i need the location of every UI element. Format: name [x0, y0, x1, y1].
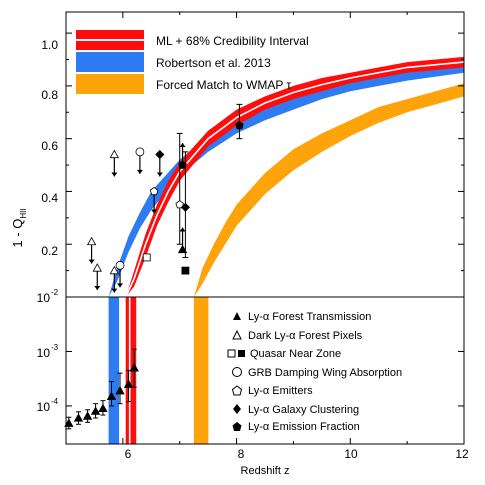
axis-ticks: [65, 12, 465, 444]
marker-triangle-filled: [129, 363, 139, 372]
marker-pentagon-open: [149, 186, 159, 196]
y-tick-label-log: 10: [37, 291, 51, 305]
legend-label-ml: ML + 68% Credibility Interval: [156, 34, 309, 48]
limit-arrowhead: [111, 172, 118, 177]
legend-marker-circle-open: [232, 367, 242, 377]
legend-marker-triangle-open: [232, 329, 242, 340]
band-robertson: [108, 64, 464, 297]
limit-arrowhead: [136, 169, 143, 174]
legend-swatch-robertson: [76, 52, 144, 72]
marker-square-filled: [181, 266, 190, 275]
legend-marker-pentagon-filled: [232, 422, 242, 431]
y-tick-label: 1.0: [41, 38, 58, 52]
legend-label-grb: GRB Damping Wing Absorption: [248, 367, 402, 379]
marker-triangle-filled: [177, 244, 188, 254]
marker-circle-open: [115, 260, 125, 270]
limit-arrowhead: [179, 227, 186, 232]
legend-label-quasar: Quasar Near Zone: [250, 348, 341, 360]
marker-triangle-open: [86, 236, 97, 246]
marker-circle-open: [135, 147, 145, 157]
y-tick-label: 0.2: [41, 244, 58, 258]
limit-arrowhead: [117, 283, 124, 288]
ml-line: [124, 61, 464, 297]
marker-pentagon-filled: [178, 160, 187, 169]
marker-triangle-filled: [98, 403, 108, 413]
marker-pentagon-open: [175, 200, 184, 209]
legend-marker-diamond-filled: [233, 404, 241, 414]
legend-marker-square-filled: [238, 350, 245, 357]
marker-triangle-filled: [82, 411, 93, 420]
legend-label-wmap: Forced Match to WMAP τ: [156, 78, 291, 92]
x-tick-label: 12: [455, 447, 469, 461]
legend-marker-pentagon-open: [231, 385, 243, 396]
limit-arrowhead: [94, 285, 101, 290]
limit-arrowhead: [111, 288, 118, 293]
band-bottom-robertson: [108, 297, 120, 444]
marker-triangle-filled: [73, 413, 84, 422]
y-tick-label: 0.4: [41, 191, 58, 205]
legend-swatch-wmap: [76, 74, 144, 94]
marker-diamond-filled: [155, 149, 165, 160]
band-bottom-wmap: [193, 297, 209, 444]
marker-triangle-open: [109, 265, 120, 275]
marker-pentagon-filled: [235, 121, 244, 130]
y-tick-label-log: 10: [37, 346, 51, 360]
x-tick-label: 10: [344, 447, 358, 461]
legend-marker-square-open: [227, 349, 236, 358]
x-tick-label: 8: [238, 447, 245, 461]
limit-arrowhead: [88, 259, 95, 264]
marker-triangle-filled: [115, 385, 125, 395]
marker-triangle-filled: [90, 406, 101, 415]
y-tick-exponent: -2: [51, 288, 59, 297]
legend-label-dark: Dark Ly-α Forest Pixels: [248, 330, 363, 342]
marker-triangle-filled: [106, 391, 117, 400]
legend-label-fraction: Ly-α Emission Fraction: [248, 421, 360, 433]
marker-triangle-open: [109, 149, 120, 159]
y-tick-label: 0.8: [41, 88, 58, 102]
legend-label-robertson: Robertson et al. 2013: [156, 56, 271, 70]
y-tick-exponent: -3: [51, 343, 59, 352]
bands-top-panel: [108, 56, 464, 297]
marker-square-open: [142, 253, 151, 262]
plot-frame: [65, 11, 465, 445]
limit-arrowhead: [156, 172, 163, 177]
limit-arrowhead: [179, 143, 186, 148]
bands-bottom-panel: [108, 297, 209, 444]
legend-label-clustering: Ly-α Galaxy Clustering: [248, 404, 359, 416]
legend-label-lae: Ly-α Emitters: [248, 385, 313, 397]
observational-points: [64, 103, 244, 430]
legend-label-forest: Ly-α Forest Transmission: [248, 311, 371, 323]
x-tick-label: 6: [125, 447, 132, 461]
legend-marker-triangle-filled: [233, 312, 241, 320]
marker-triangle-filled: [64, 418, 74, 427]
y-axis-label: 1 - QHII: [10, 208, 28, 247]
legend-bottom: Ly-α Forest Transmission Dark Ly-α Fores…: [227, 311, 402, 433]
marker-diamond-filled: [180, 202, 190, 212]
y-tick-exponent: -4: [51, 397, 59, 406]
marker-triangle-filled: [123, 379, 134, 388]
y-tick-label-log: 10: [37, 400, 51, 414]
limit-arrowhead: [151, 209, 158, 214]
marker-triangle-open: [92, 263, 102, 272]
x-axis-label: Redshift z: [241, 465, 290, 477]
legend-top: ML + 68% Credibility Interval Robertson …: [76, 30, 309, 94]
y-tick-label: 0.6: [41, 139, 58, 153]
